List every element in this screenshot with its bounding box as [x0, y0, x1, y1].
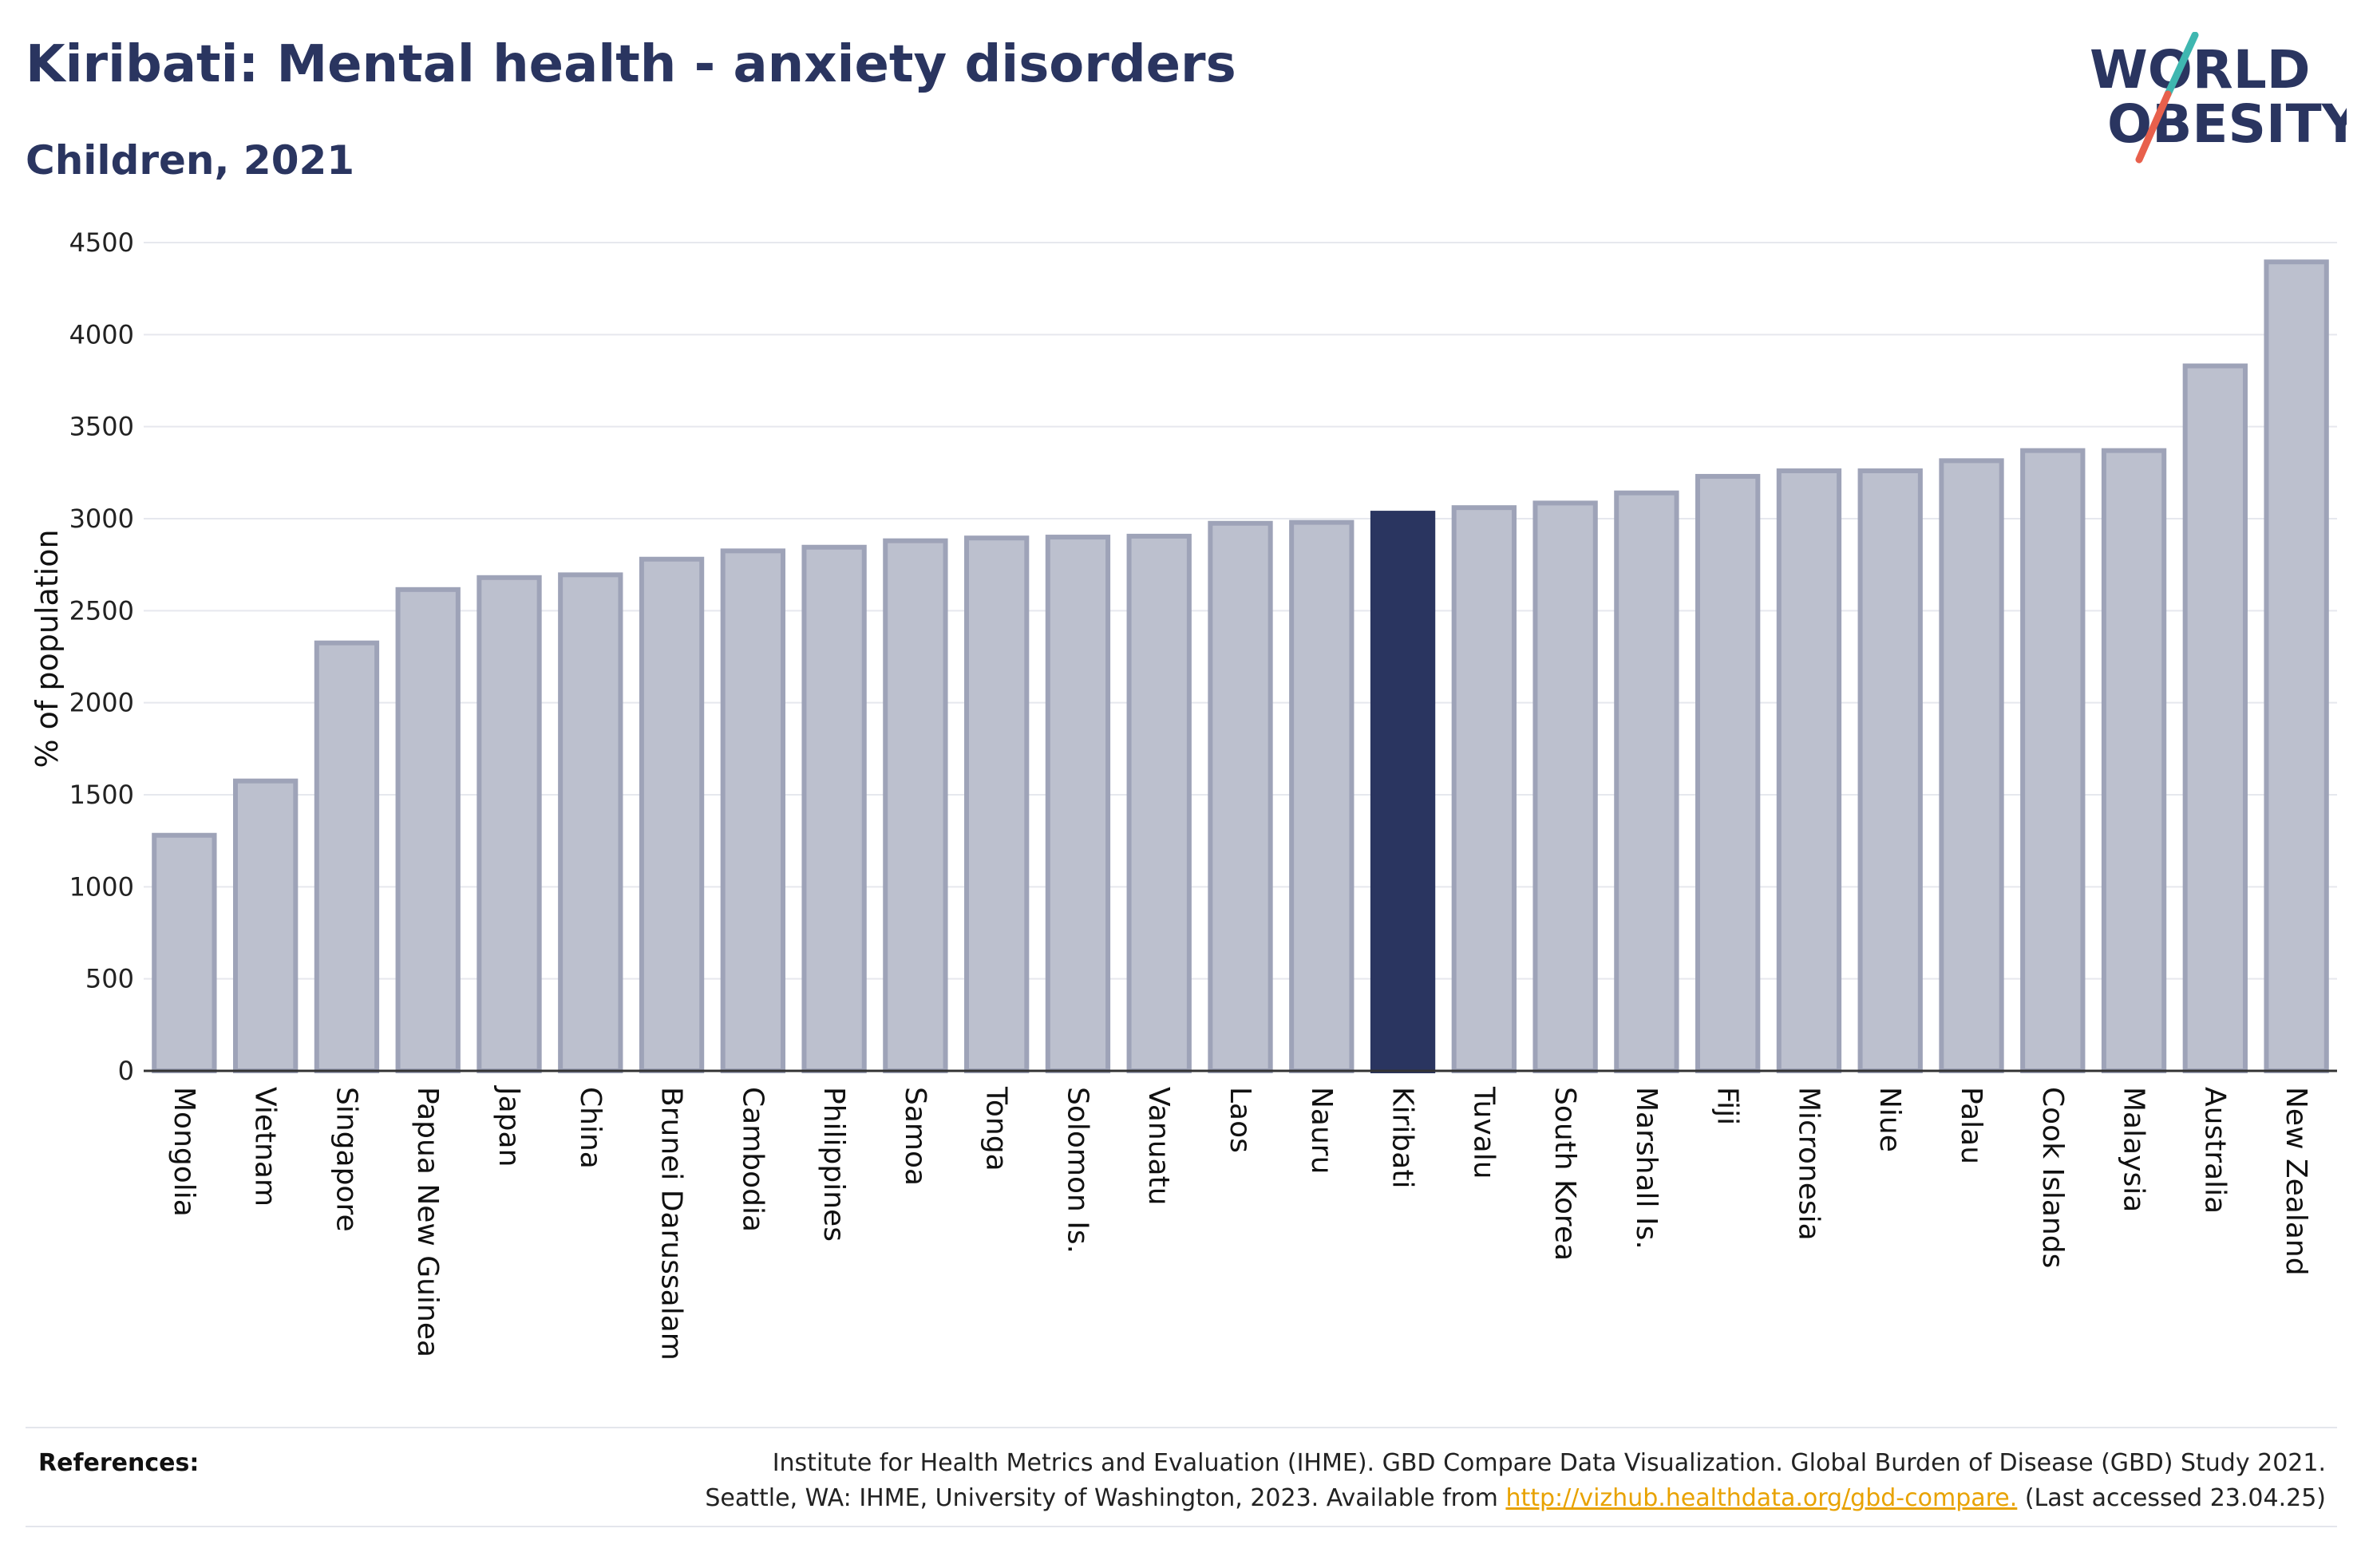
x-tick-label: Marshall Is. [1630, 1087, 1663, 1250]
bar-new-zealand [2264, 259, 2329, 1074]
bar-samoa [883, 538, 948, 1073]
x-tick-label: Vietnam [249, 1087, 282, 1207]
x-tick-label: Fiji [1711, 1087, 1744, 1125]
bar-mongolia [152, 832, 217, 1074]
x-tick-label: Philippines [817, 1087, 850, 1242]
y-tick-label: 0 [118, 1056, 134, 1086]
y-tick-label: 1000 [69, 871, 134, 902]
x-tick-label: China [574, 1087, 607, 1169]
x-tick-label: Tonga [980, 1086, 1013, 1171]
x-tick-label: Kiribati [1386, 1087, 1419, 1188]
bar-niue [1857, 468, 1923, 1073]
x-tick-label: Tuvalu [1467, 1086, 1500, 1179]
y-tick-label: 2500 [69, 595, 134, 626]
y-tick-label: 2000 [69, 688, 134, 718]
bar-laos [1208, 520, 1273, 1073]
references-top-divider [26, 1427, 2337, 1428]
x-tick-label: Palau [1955, 1087, 1987, 1164]
chart-title: Kiribati: Mental health - anxiety disord… [26, 35, 1236, 94]
references-text: Institute for Health Metrics and Evaluat… [410, 1446, 2326, 1516]
y-tick-label: 4500 [69, 227, 134, 258]
bar-japan [477, 575, 542, 1073]
reference-text-after-link: (Last accessed 23.04.25) [2017, 1484, 2326, 1512]
y-tick-label: 4000 [69, 319, 134, 350]
bar-vanuatu [1126, 533, 1192, 1073]
x-tick-label: Vanuatu [1142, 1087, 1175, 1206]
x-tick-label: New Zealand [2280, 1087, 2312, 1276]
x-tick-label: Mongolia [168, 1087, 200, 1217]
bar-malaysia [2101, 448, 2167, 1073]
bar-singapore [314, 640, 380, 1073]
y-tick-label: 3000 [69, 504, 134, 534]
bar-papua-new-guinea [395, 587, 461, 1073]
references-bottom-divider [26, 1526, 2337, 1527]
world-obesity-logo: WORLD OBESITY [2090, 32, 2347, 164]
chart-subtitle: Children, 2021 [26, 137, 355, 184]
y-tick-label: 500 [85, 964, 134, 994]
logo-text-world: WORLD [2090, 39, 2311, 101]
reference-text-before-link: Seattle, WA: IHME, University of Washing… [705, 1484, 1506, 1512]
logo-slash-bottom [2135, 90, 2172, 164]
bar-cook-islands [2020, 448, 2086, 1073]
bar-vietnam [233, 778, 299, 1073]
logo-slash-top [2164, 32, 2199, 98]
bar-marshall-is [1614, 490, 1679, 1073]
bar-chart: 0 500 1000 1500 2000 2500 3000 3500 4000 4500 Mong… [30, 227, 2337, 1361]
x-tick-label: Brunei Darussalam [655, 1087, 688, 1361]
bar-palau [1939, 458, 2004, 1073]
references-label: References: [38, 1449, 200, 1477]
x-tick-label: Singapore [330, 1087, 362, 1232]
y-axis-title: % of population [30, 529, 65, 768]
bar-tuvalu [1451, 505, 1517, 1073]
bar-nauru [1289, 519, 1355, 1073]
x-tick-label: Australia [2198, 1087, 2231, 1214]
x-tick-label: Nauru [1305, 1087, 1338, 1174]
bar-cambodia [720, 548, 785, 1073]
bar-micronesia [1776, 468, 1842, 1073]
x-tick-label: Japan [492, 1085, 525, 1167]
bar-kiribati [1370, 511, 1436, 1073]
x-tick-label: Malaysia [2118, 1087, 2150, 1212]
x-tick-label: Niue [1873, 1087, 1906, 1152]
bar-brunei-darussalam [639, 556, 705, 1073]
x-tick-label: Cook Islands [2036, 1087, 2069, 1268]
bar-tonga [964, 535, 1030, 1073]
bar-australia [2182, 363, 2248, 1073]
x-tick-label: Micronesia [1792, 1087, 1825, 1241]
bar-solomon-is [1045, 535, 1111, 1073]
reference-link[interactable]: http://vizhub.healthdata.org/gbd-compare… [1505, 1484, 2018, 1512]
y-tick-label: 1500 [69, 780, 134, 810]
bar-china [558, 572, 623, 1073]
bar-fiji [1695, 473, 1761, 1073]
y-tick-label: 3500 [69, 412, 134, 442]
x-tick-label: Laos [1224, 1087, 1256, 1153]
bar-south-korea [1532, 500, 1598, 1073]
x-tick-label: Papua New Guinea [411, 1087, 444, 1357]
reference-line-1: Institute for Health Metrics and Evaluat… [772, 1449, 2326, 1477]
reference-line-2: Seattle, WA: IHME, University of Washing… [410, 1481, 2326, 1516]
bar-philippines [801, 544, 867, 1073]
x-tick-label: Solomon Is. [1061, 1087, 1093, 1254]
x-tick-label: South Korea [1548, 1087, 1581, 1261]
x-tick-label: Cambodia [736, 1087, 769, 1232]
x-tick-label: Samoa [899, 1087, 931, 1186]
